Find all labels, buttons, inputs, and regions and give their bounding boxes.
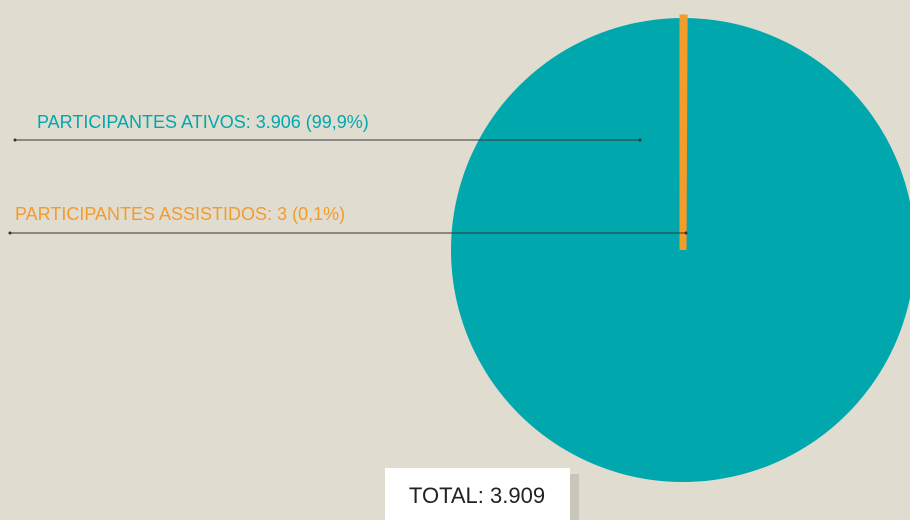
labels: PARTICIPANTES ATIVOS: 3.906 (99,9%) PARTI… [8, 112, 688, 235]
data-label: PARTICIPANTES ASSISTIDOS: 3 (0,1%) [15, 204, 345, 224]
pie-slice [679, 14, 688, 251]
pie [451, 14, 910, 482]
leader-dot [8, 231, 12, 235]
leader-dot [684, 231, 688, 235]
data-label: PARTICIPANTES ATIVOS: 3.906 (99,9%) [37, 112, 369, 132]
total-label: TOTAL: 3.909 [409, 483, 545, 508]
total-box [385, 468, 570, 520]
leader-dot [13, 138, 17, 142]
leader-dot [638, 138, 642, 142]
